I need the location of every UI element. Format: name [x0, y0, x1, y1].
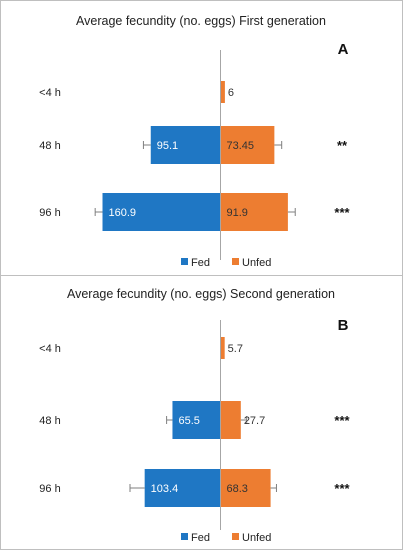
data-label-unfed: 91.9 — [227, 207, 248, 219]
panel-label: B — [338, 317, 349, 334]
data-label-fed: 65.5 — [178, 415, 199, 427]
category-label: <4 h — [39, 87, 61, 99]
legend-label-unfed: Unfed — [242, 257, 271, 269]
bar-unfed — [220, 337, 225, 359]
data-label-fed: 95.1 — [157, 140, 178, 152]
chart-title: Average fecundity (no. eggs) First gener… — [76, 14, 326, 28]
significance-marker: *** — [334, 481, 350, 496]
significance-marker: *** — [334, 205, 350, 220]
legend-label-fed: Fed — [191, 257, 210, 269]
legend-swatch-fed — [181, 533, 188, 540]
data-label-unfed: 6 — [228, 87, 234, 99]
category-label: 96 h — [39, 483, 60, 495]
chart-title: Average fecundity (no. eggs) Second gene… — [67, 287, 335, 301]
legend-swatch-fed — [181, 258, 188, 265]
data-label-unfed: 27.7 — [244, 415, 265, 427]
bar-unfed — [220, 401, 241, 439]
category-label: 48 h — [39, 140, 60, 152]
legend-label-fed: Fed — [191, 532, 210, 544]
legend-swatch-unfed — [232, 258, 239, 265]
data-label-unfed: 73.45 — [227, 140, 255, 152]
legend-swatch-unfed — [232, 533, 239, 540]
bar-fed — [144, 469, 221, 507]
bar-unfed — [220, 193, 288, 231]
significance-marker: ** — [337, 138, 348, 153]
category-label: 48 h — [39, 415, 60, 427]
significance-marker: *** — [334, 413, 350, 428]
bar-fed — [150, 126, 221, 164]
category-label: <4 h — [39, 343, 61, 355]
data-label-unfed: 5.7 — [228, 343, 243, 355]
panel-label: A — [338, 41, 349, 58]
bar-unfed — [220, 126, 275, 164]
legend-label-unfed: Unfed — [242, 532, 271, 544]
bar-fed — [172, 401, 221, 439]
data-label-unfed: 68.3 — [227, 483, 248, 495]
bar-unfed — [220, 81, 225, 103]
bar-unfed — [220, 469, 271, 507]
data-label-fed: 103.4 — [151, 483, 179, 495]
bar-fed — [102, 193, 221, 231]
data-label-fed: 160.9 — [109, 207, 137, 219]
category-label: 96 h — [39, 207, 60, 219]
